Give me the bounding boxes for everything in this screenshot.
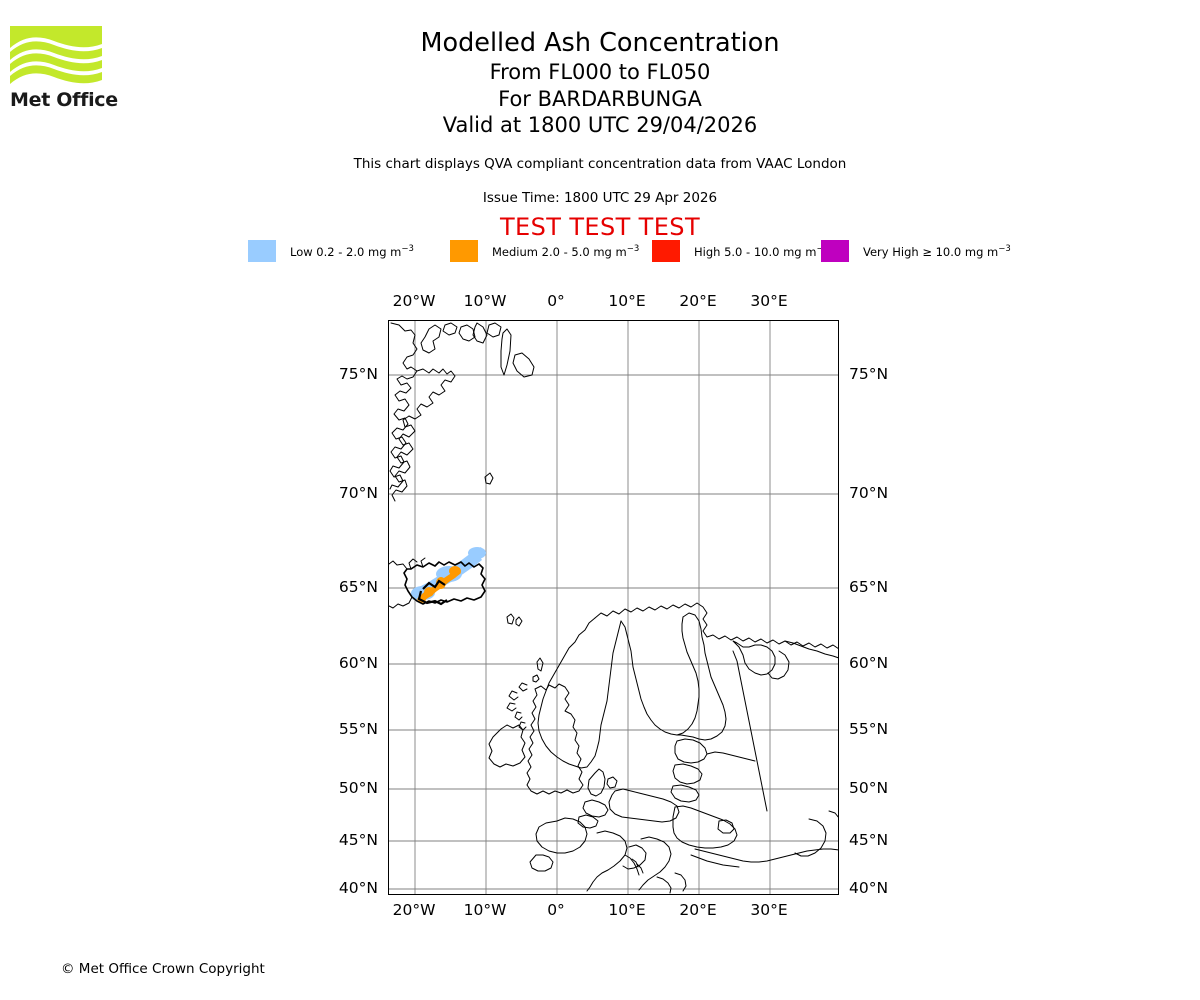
map-container [388,320,839,895]
lat-label-right-4: 55°N [849,720,889,738]
concentration-legend: Low 0.2 - 2.0 mg m−3 Medium 2.0 - 5.0 mg … [248,240,1011,264]
lon-label-top-4: 20°E [679,292,717,310]
legend-swatch-high [652,240,680,262]
valid-time: Valid at 1800 UTC 29/04/2026 [442,113,758,137]
lat-label-right-6: 45°N [849,831,889,849]
page-title: Modelled Ash Concentration [420,28,780,58]
lon-label-bottom-3: 10°E [608,901,646,919]
lat-label-left-3: 60°N [338,654,378,672]
volcano-name: For BARDARBUNGA [498,86,702,111]
ash-plume-low [411,547,486,600]
met-office-wave-icon [10,26,102,84]
map-frame [388,320,839,895]
legend-item-0: Low 0.2 - 2.0 mg m−3 [248,240,414,262]
legend-swatch-very-high [821,240,849,262]
lat-label-right-0: 75°N [849,365,889,383]
legend-label-3: Very High ≥ 10.0 mg m−3 [863,243,1011,259]
flight-level-range: From FL000 to FL050 [489,60,711,84]
chart-header: Modelled Ash Concentration From FL000 to… [160,28,1040,139]
lon-label-top-3: 10°E [608,292,646,310]
met-office-logo: Met Office [10,26,120,116]
map-graphic [389,321,838,894]
copyright-text: © Met Office Crown Copyright [61,961,265,977]
disclaimer-text: This chart displays QVA compliant concen… [353,156,847,172]
lat-label-right-3: 60°N [849,654,889,672]
test-banner: TEST TEST TEST [499,213,700,241]
legend-item-1: Medium 2.0 - 5.0 mg m−3 [450,240,639,262]
lon-label-bottom-4: 20°E [679,901,717,919]
lon-label-top-5: 30°E [750,292,788,310]
issue-time-text: Issue Time: 1800 UTC 29 Apr 2026 [482,190,718,206]
legend-label-1: Medium 2.0 - 5.0 mg m−3 [492,243,640,259]
lon-label-bottom-0: 20°W [392,901,436,919]
lat-label-left-7: 40°N [338,879,378,897]
lat-label-left-1: 70°N [338,484,378,502]
legend-item-2: High 5.0 - 10.0 mg m−3 [652,240,829,262]
lon-label-bottom-2: 0° [547,901,565,919]
lat-label-right-1: 70°N [849,484,889,502]
legend-swatch-low [248,240,276,262]
lon-label-bottom-5: 30°E [750,901,788,919]
lon-label-top-2: 0° [547,292,565,310]
lon-label-top-0: 20°W [392,292,436,310]
lon-label-bottom-1: 10°W [463,901,507,919]
lon-label-top-1: 10°W [463,292,507,310]
lat-label-right-5: 50°N [849,779,889,797]
lat-label-left-5: 50°N [338,779,378,797]
legend-swatch-medium [450,240,478,262]
met-office-logo-text: Met Office [10,89,118,111]
legend-label-2: High 5.0 - 10.0 mg m−3 [694,244,829,259]
lat-label-right-2: 65°N [849,578,889,596]
legend-item-3: Very High ≥ 10.0 mg m−3 [821,240,1011,262]
lat-label-left-4: 55°N [338,720,378,738]
lat-label-left-6: 45°N [338,831,378,849]
lat-label-left-0: 75°N [338,365,378,383]
lat-label-right-7: 40°N [849,879,889,897]
lat-label-left-2: 65°N [338,578,378,596]
legend-label-0: Low 0.2 - 2.0 mg m−3 [290,243,414,259]
